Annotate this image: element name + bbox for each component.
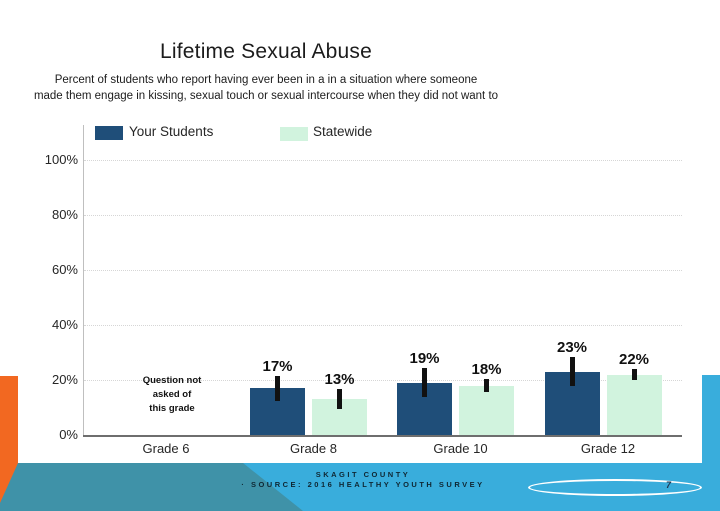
page-number-ellipse [528, 479, 702, 496]
grade6-note-line: Question not [142, 375, 202, 386]
legend-label-statewide: Statewide [313, 124, 373, 139]
x-axis-label-grade-6: Grade 6 [142, 441, 190, 456]
bar-statewide-grade-10 [459, 385, 514, 435]
slide-subtitle-line1: Percent of students who report having ev… [54, 74, 478, 86]
page-number: 7 [666, 480, 672, 490]
error-bar [569, 357, 575, 387]
footer-source-text: SKAGIT COUNTY · SOURCE: 2016 HEALTHY YOU… [163, 470, 563, 489]
gridline-20 [84, 380, 682, 381]
error-bar [422, 368, 427, 398]
gridline-40 [84, 325, 682, 326]
gridline-80 [84, 215, 682, 216]
y-axis-tick-label: 40% [51, 317, 78, 332]
bar-statewide-grade-12 [606, 374, 662, 435]
bar-value-label: 17% [262, 357, 293, 375]
bar-value-label: 18% [471, 360, 502, 378]
legend-swatch-statewide [280, 127, 308, 141]
page-title: Lifetime Sexual Abuse [160, 40, 372, 63]
x-axis-label-grade-8: Grade 8 [290, 441, 337, 456]
y-axis-tick-label: 60% [51, 262, 78, 277]
y-axis-tick-label: 0% [59, 427, 78, 442]
bar-value-label: 13% [324, 371, 355, 389]
bar-value-label: 22% [618, 351, 650, 368]
y-axis-line [83, 125, 84, 436]
error-bar [484, 378, 489, 393]
gridline-60 [84, 270, 682, 271]
footer-line2: · SOURCE: 2016 HEALTHY YOUTH SURVEY [241, 479, 485, 489]
x-axis-label-grade-12: Grade 12 [580, 441, 636, 456]
slide-subtitle-line2: made them engage in kissing, sexual touc… [33, 89, 499, 102]
left-orange-accent-bar [0, 376, 18, 503]
title-block: Lifetime Sexual Abuse Percent of student… [28, 40, 504, 104]
y-axis-tick-label: 100% [44, 152, 78, 167]
error-bar [631, 369, 637, 380]
grade6-note-line: asked of [152, 389, 192, 400]
bar-value-label: 19% [409, 350, 440, 368]
y-axis-tick-label: 80% [51, 207, 78, 222]
right-blue-accent-bar [702, 375, 720, 511]
legend-label-your-students: Your Students [129, 124, 214, 139]
footer-line1: SKAGIT COUNTY [315, 470, 411, 479]
x-axis-line [83, 435, 682, 437]
footer-teal-wedge [0, 463, 303, 511]
gridline-100 [84, 160, 682, 161]
error-bar [275, 375, 280, 401]
y-axis-tick-label: 20% [51, 372, 78, 387]
grade6-note-line: this grade [149, 403, 195, 414]
grade6-note: Question not asked of this grade [132, 374, 212, 416]
bar-value-label: 23% [556, 339, 588, 357]
legend-swatch-your-students [95, 126, 123, 140]
x-axis-label-grade-10: Grade 10 [433, 441, 488, 456]
error-bar [337, 389, 342, 410]
